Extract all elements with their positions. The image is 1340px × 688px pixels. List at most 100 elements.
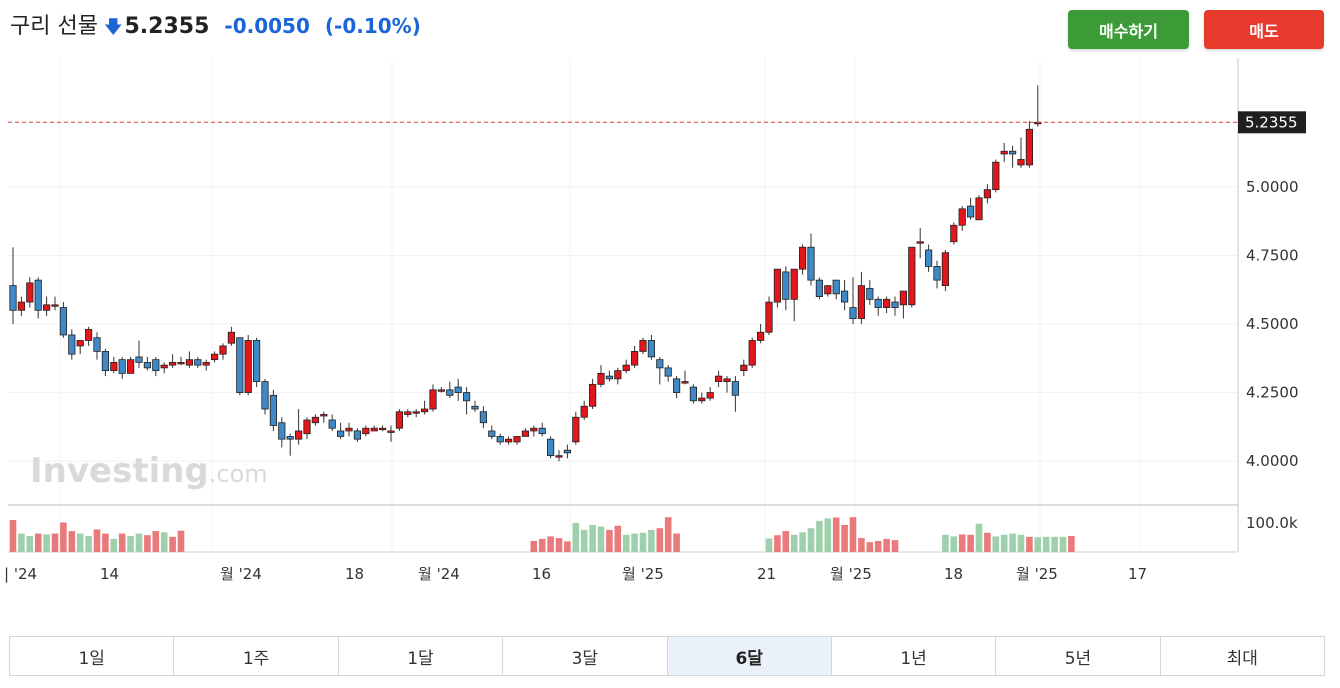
x-tick-label: 16 [532, 565, 551, 583]
tab-6-months[interactable]: 6달 [667, 637, 832, 675]
candle-body [647, 340, 656, 358]
volume-bar [1042, 536, 1050, 552]
sell-button[interactable]: 매도 [1204, 10, 1324, 49]
volume-bar [85, 536, 92, 552]
tab-3-months[interactable]: 3달 [503, 637, 668, 675]
candle [85, 326, 93, 346]
last-price: 5.2355 [124, 14, 210, 39]
candle [706, 387, 714, 401]
candle-body [504, 438, 513, 443]
candle-body [849, 307, 857, 319]
candle [110, 356, 118, 374]
candle-body [110, 361, 118, 372]
candle-body [958, 208, 966, 226]
candle-body [370, 427, 378, 432]
candle-body [824, 285, 832, 295]
x-tick-label: 월 '25 [622, 565, 664, 583]
tab-1-year[interactable]: 1년 [832, 637, 997, 675]
candle-body [572, 416, 580, 443]
candle-body [656, 359, 664, 369]
candle-body [26, 282, 34, 303]
candle-body [790, 268, 798, 300]
candle-body [782, 271, 790, 300]
candle-body [168, 361, 177, 366]
volume-bar [1059, 536, 1067, 552]
candle [824, 285, 832, 297]
candle [975, 195, 983, 221]
price-change-percent: (-0.10%) [324, 14, 421, 38]
candle [504, 436, 513, 445]
candle-body [891, 301, 899, 308]
y-tick-label: 4.0000 [1246, 452, 1299, 470]
candle [143, 356, 151, 371]
candle-body [975, 197, 983, 221]
volume-bar [606, 529, 613, 552]
candle [782, 266, 790, 311]
candle [336, 422, 345, 440]
candle-body [563, 449, 572, 454]
x-tick-label: 월 '25 [830, 565, 872, 583]
volume-bar [765, 538, 773, 552]
candle-body [723, 378, 731, 382]
candle [790, 268, 798, 322]
candle [429, 384, 437, 412]
candle [580, 400, 588, 420]
candle [547, 436, 555, 459]
candle-body [261, 381, 269, 410]
candle [269, 389, 278, 431]
y-tick-label: 5.0000 [1246, 178, 1299, 196]
candle [698, 392, 706, 404]
candle-body [303, 419, 311, 435]
candle [9, 247, 17, 325]
volume-bar [950, 536, 958, 552]
candle [34, 277, 42, 319]
candle-body [664, 367, 672, 377]
volume-bar [68, 531, 76, 552]
candle-body [757, 331, 765, 341]
candle [320, 411, 328, 423]
candle-body [85, 329, 93, 341]
candle [807, 233, 815, 286]
volume-bar [967, 534, 974, 552]
volume-bar [1034, 537, 1042, 552]
candle [589, 378, 597, 410]
price-chart[interactable]: Investing.com 5.2355 4.0000 4.2500 4.5000 4.7… [0, 50, 1340, 635]
candle [244, 334, 252, 396]
candle-body [353, 430, 362, 440]
x-tick-label: 17 [1128, 565, 1147, 583]
volume-bar [60, 522, 67, 552]
volume-bar [43, 534, 50, 552]
tab-max[interactable]: 최대 [1226, 648, 1258, 669]
candle [488, 425, 496, 440]
buy-button[interactable]: 매수하기 [1068, 10, 1189, 49]
volume-bar [93, 529, 101, 552]
candle-body [101, 351, 109, 372]
candle-body [815, 279, 824, 297]
candle-body [43, 304, 51, 311]
volume-bar [975, 523, 983, 552]
candle-body [530, 427, 538, 432]
candle [799, 244, 807, 275]
candle [93, 332, 101, 360]
candle-body [93, 337, 101, 352]
candle [614, 367, 622, 385]
tab-1-month[interactable]: 1달 [339, 637, 504, 675]
candle [118, 356, 126, 379]
candle-body [127, 359, 135, 374]
tab-5-years[interactable]: 5년 [996, 637, 1161, 675]
candle [185, 351, 193, 368]
volume-bar [849, 517, 857, 552]
tab-1-week[interactable]: 1주 [174, 637, 339, 675]
candle [723, 376, 731, 393]
candle-body [698, 397, 706, 402]
candle-body [34, 279, 42, 311]
candle [891, 296, 899, 316]
candle-body [135, 356, 143, 363]
candle-body [857, 285, 866, 319]
candle [152, 356, 160, 377]
candle-body [614, 370, 622, 380]
candle [622, 359, 630, 374]
tab-1-day[interactable]: 1일 [10, 637, 175, 675]
volume-bar [51, 533, 59, 552]
candle-body [992, 161, 1000, 191]
